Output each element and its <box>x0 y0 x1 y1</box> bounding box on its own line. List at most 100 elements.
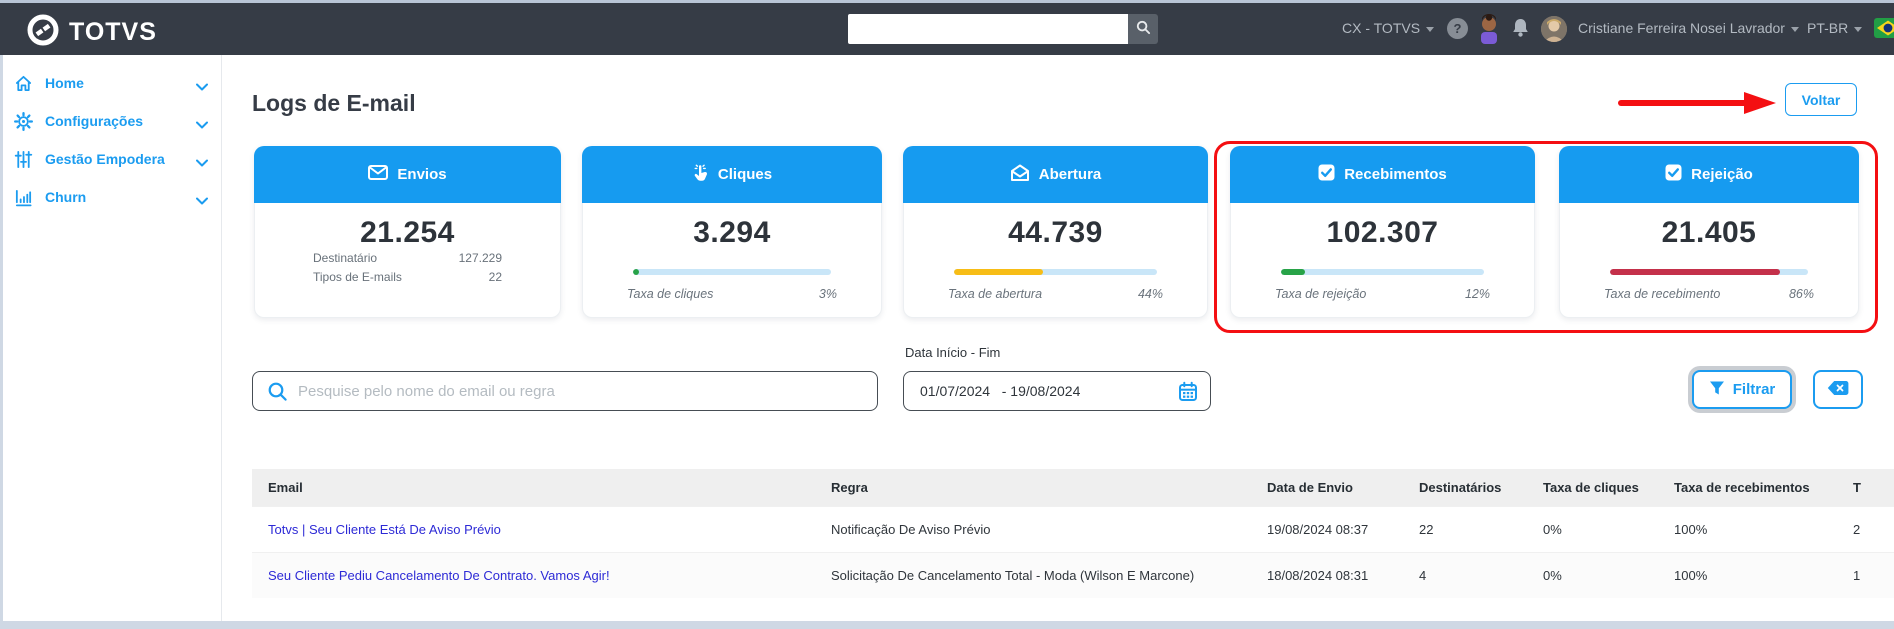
gear-icon <box>13 111 33 131</box>
col-header-taxa-recebimentos: Taxa de recebimentos <box>1658 469 1837 507</box>
clear-filter-button[interactable] <box>1813 370 1863 409</box>
sidebar-item-gestao-empodera[interactable]: Gestão Empodera <box>3 144 222 174</box>
stat-card-rejeicao: Rejeição 21.405 Taxa de recebimento 86% <box>1559 146 1859 318</box>
detail-label: Destinatário <box>313 251 378 265</box>
email-logs-table: Email Regra Data de Envio Destinatários … <box>252 469 1894 598</box>
stat-card-title: Rejeição <box>1691 166 1753 183</box>
stat-card-header-recebimentos[interactable]: Recebimentos <box>1230 146 1535 203</box>
sliders-icon <box>13 150 33 169</box>
chevron-down-icon <box>1790 26 1799 32</box>
table-row: Seu Cliente Pediu Cancelamento De Contra… <box>252 552 1894 598</box>
stat-card-header-envios[interactable]: Envios <box>254 146 561 203</box>
checkbox-checked-icon <box>1665 164 1682 185</box>
brand-text: TOTVS <box>69 18 157 46</box>
progress-bar <box>1610 269 1808 275</box>
stat-card-value: 102.307 <box>1326 216 1439 249</box>
stat-card-footer: Taxa de rejeição 12% <box>1275 287 1490 301</box>
stat-card-value: 3.294 <box>693 216 771 249</box>
home-icon <box>13 74 33 93</box>
email-link[interactable]: Seu Cliente Pediu Cancelamento De Contra… <box>268 568 610 583</box>
totvs-logo[interactable]: TOTVS <box>26 13 157 52</box>
chevron-down-icon <box>1426 26 1435 32</box>
backspace-clear-icon <box>1827 380 1849 399</box>
rate-label: Taxa de recebimento <box>1604 287 1721 301</box>
detail-value: 127.229 <box>458 251 502 265</box>
cell-taxa-recebimentos: 100% <box>1658 552 1837 598</box>
stat-card-header-rejeicao[interactable]: Rejeição <box>1559 146 1859 203</box>
sidebar: Home Configurações <box>3 55 222 621</box>
workspace-label: CX - TOTVS <box>1342 20 1421 36</box>
user-menu[interactable]: Cristiane Ferreira Nosei Lavrador <box>1578 20 1799 36</box>
top-bar: TOTVS CX - TOTVS ? <box>0 3 1894 55</box>
calendar-icon[interactable] <box>1178 381 1198 402</box>
funnel-icon <box>1709 380 1725 400</box>
sidebar-item-label: Gestão Empodera <box>45 151 165 167</box>
stat-card-title: Abertura <box>1038 166 1102 183</box>
sidebar-item-configuracoes[interactable]: Configurações <box>3 106 222 136</box>
page-title: Logs de E-mail <box>252 90 416 116</box>
filtrar-button[interactable]: Filtrar <box>1692 370 1792 409</box>
stat-card-value: 21.254 <box>360 216 455 249</box>
frame-left <box>0 55 3 621</box>
sidebar-item-label: Home <box>45 75 84 91</box>
col-header-taxa-cliques: Taxa de cliques <box>1527 469 1658 507</box>
filtrar-label: Filtrar <box>1732 381 1776 398</box>
email-link[interactable]: Totvs | Seu Cliente Está De Aviso Prévio <box>268 522 501 537</box>
cell-truncated: 2 <box>1837 506 1894 553</box>
bell-icon[interactable] <box>1511 17 1530 44</box>
rate-value: 3% <box>818 287 837 301</box>
detail-value: 22 <box>488 270 502 284</box>
col-header-destinatarios: Destinatários <box>1403 469 1527 507</box>
stat-card-value: 21.405 <box>1661 216 1757 249</box>
stat-card-title: Cliques <box>717 166 773 183</box>
cell-taxa-recebimentos: 100% <box>1658 506 1837 553</box>
click-icon <box>692 163 709 186</box>
global-search-input[interactable] <box>848 14 1128 44</box>
col-header-email: Email <box>252 469 815 507</box>
stat-card-header-abertura[interactable]: Abertura <box>903 146 1208 203</box>
open-mail-icon <box>1010 164 1030 186</box>
stat-card-footer: Taxa de cliques 3% <box>627 287 837 301</box>
stat-card-abertura: Abertura 44.739 Taxa de abertura 44% <box>903 146 1208 318</box>
col-header-data-envio: Data de Envio <box>1251 469 1403 507</box>
user-name-label: Cristiane Ferreira Nosei Lavrador <box>1578 20 1785 36</box>
col-header-regra: Regra <box>815 469 1251 507</box>
col-header-truncated: T <box>1837 469 1894 507</box>
frame-bottom <box>0 621 1894 629</box>
chevron-down-icon <box>1854 26 1863 32</box>
chevron-down-icon <box>196 116 208 134</box>
help-icon[interactable]: ? <box>1447 18 1468 39</box>
stat-card-details: Destinatário 127.229 Tipos de E-mails 22 <box>313 251 502 289</box>
cell-data-envio: 19/08/2024 08:37 <box>1251 506 1403 553</box>
stat-card-title: Envios <box>397 166 447 183</box>
cell-regra: Notificação De Aviso Prévio <box>815 506 1251 553</box>
assistant-avatar-icon[interactable] <box>1477 13 1501 49</box>
stat-card-cliques: Cliques 3.294 Taxa de cliques 3% <box>582 146 882 318</box>
date-range-value: 01/07/2024 - 19/08/2024 <box>920 383 1081 399</box>
progress-bar <box>633 269 831 275</box>
stat-card-header-cliques[interactable]: Cliques <box>582 146 882 203</box>
rate-value: 12% <box>1464 287 1490 301</box>
sidebar-item-home[interactable]: Home <box>3 68 222 98</box>
date-range-label: Data Início - Fim <box>905 345 1001 360</box>
progress-bar <box>1281 269 1484 275</box>
sidebar-item-label: Churn <box>45 189 87 205</box>
chevron-down-icon <box>196 154 208 172</box>
cell-destinatarios: 22 <box>1403 506 1527 553</box>
rate-label: Taxa de abertura <box>948 287 1043 301</box>
stat-card-envios: Envios 21.254 Destinatário 127.229 Tipos… <box>254 146 561 318</box>
sidebar-item-label: Configurações <box>45 113 144 129</box>
date-range-input[interactable]: 01/07/2024 - 19/08/2024 <box>903 371 1211 411</box>
totvs-logo-icon <box>26 13 60 52</box>
brazil-flag-icon[interactable] <box>1874 18 1894 43</box>
cell-taxa-cliques: 0% <box>1527 552 1658 598</box>
sidebar-item-churn[interactable]: Churn <box>3 182 222 212</box>
table-search-input[interactable] <box>298 382 877 400</box>
locale-selector[interactable]: PT-BR <box>1807 20 1863 36</box>
workspace-selector[interactable]: CX - TOTVS <box>1342 20 1435 36</box>
checkbox-checked-icon <box>1318 164 1335 185</box>
voltar-button[interactable]: Voltar <box>1785 83 1857 116</box>
user-avatar[interactable] <box>1541 16 1567 42</box>
global-search-button[interactable] <box>1128 14 1158 44</box>
